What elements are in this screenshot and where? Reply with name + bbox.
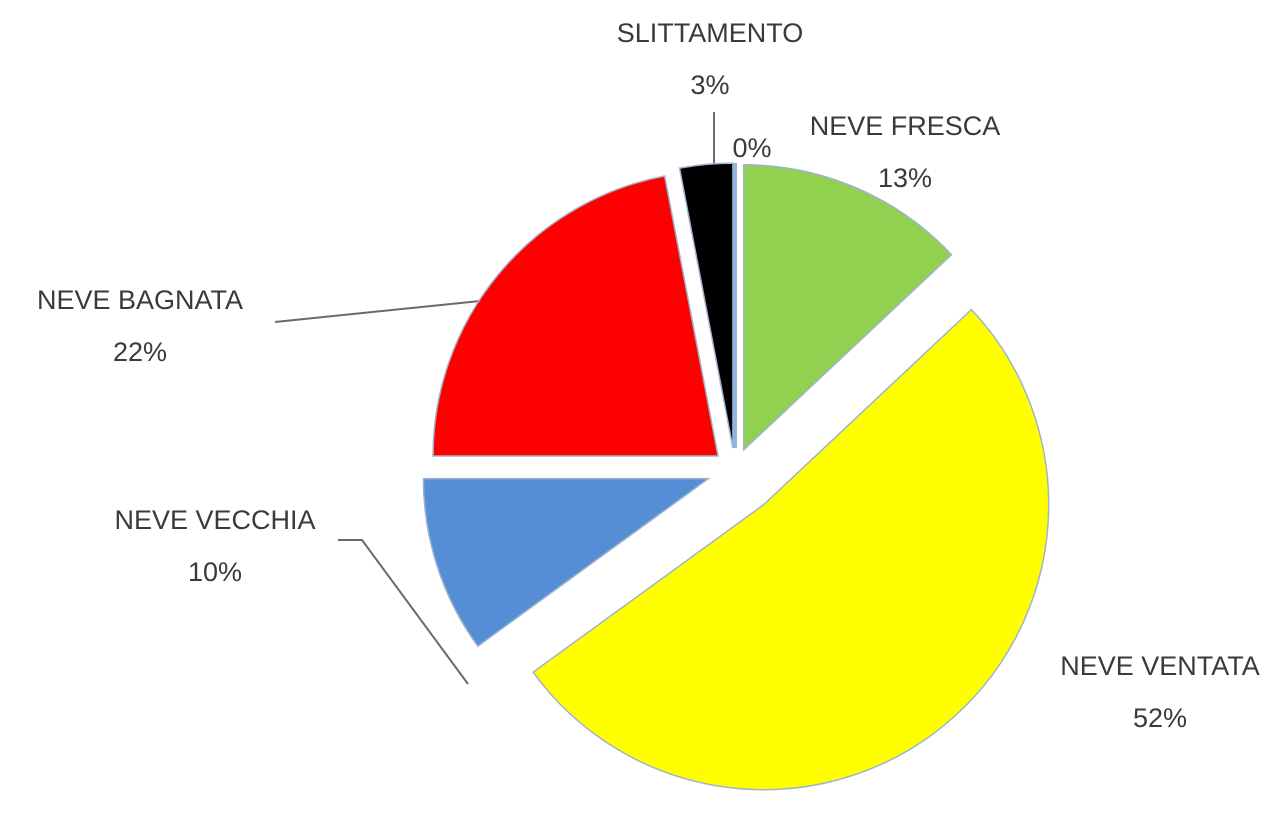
- value-label: 13%: [878, 163, 932, 193]
- leader-line: [338, 539, 469, 685]
- pie-slice: [532, 308, 1050, 791]
- pie-slice: [742, 164, 953, 452]
- pie-slice: [678, 162, 734, 449]
- value-label: 52%: [1133, 703, 1187, 733]
- value-label: 0%: [732, 133, 771, 163]
- value-label: 22%: [113, 337, 167, 367]
- value-label: 10%: [188, 557, 242, 587]
- slice-label: NEVE BAGNATA: [37, 285, 243, 315]
- slice-label: NEVE VECCHIA: [114, 505, 315, 535]
- value-label: 3%: [690, 70, 729, 100]
- slice-label: SLITTAMENTO: [617, 18, 804, 48]
- pie-slice: [432, 175, 719, 457]
- leader-line: [274, 299, 491, 323]
- slice-label: NEVE VENTATA: [1060, 651, 1260, 681]
- slice-label: NEVE FRESCA: [810, 111, 1001, 141]
- pie-slice: [422, 477, 711, 648]
